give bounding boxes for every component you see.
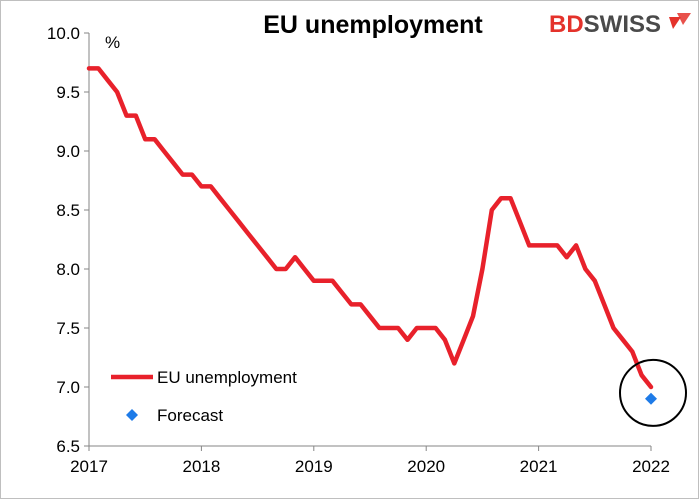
y-tick-label: 7.5 xyxy=(56,319,80,338)
x-tick-label: 2020 xyxy=(407,457,445,476)
legend-label-forecast: Forecast xyxy=(157,406,223,425)
forecast-point xyxy=(645,392,657,405)
legend-swatch-forecast xyxy=(126,409,138,421)
y-tick-label: 10.0 xyxy=(47,24,80,43)
x-tick-label: 2017 xyxy=(70,457,108,476)
brand-logo: BDSWISS xyxy=(549,11,691,38)
logo-swiss: SWISS xyxy=(584,11,661,38)
y-tick-label: 7.0 xyxy=(56,378,80,397)
series-layer xyxy=(86,66,687,427)
legend-label-eu-unemployment: EU unemployment xyxy=(157,368,297,387)
y-tick-label: 8.5 xyxy=(56,201,80,220)
x-tick-label: 2018 xyxy=(182,457,220,476)
chart-title: EU unemployment xyxy=(263,11,483,39)
highlight-circle xyxy=(619,358,687,427)
y-unit-label: % xyxy=(105,33,120,52)
y-tick-label: 9.5 xyxy=(56,83,80,102)
legend: EU unemployment Forecast xyxy=(111,368,297,425)
x-tick-label: 2022 xyxy=(632,457,670,476)
x-tick-label: 2021 xyxy=(520,457,558,476)
svg-text:BDSWISS: BDSWISS xyxy=(549,11,661,38)
series-line-eu-unemployment xyxy=(86,66,654,390)
y-tick-label: 6.5 xyxy=(56,437,80,456)
logo-bd: BD xyxy=(549,11,584,38)
y-tick-label: 8.0 xyxy=(56,260,80,279)
y-tick-label: 9.0 xyxy=(56,142,80,161)
x-tick-label: 2019 xyxy=(295,457,333,476)
logo-arrow-icon xyxy=(669,13,691,29)
